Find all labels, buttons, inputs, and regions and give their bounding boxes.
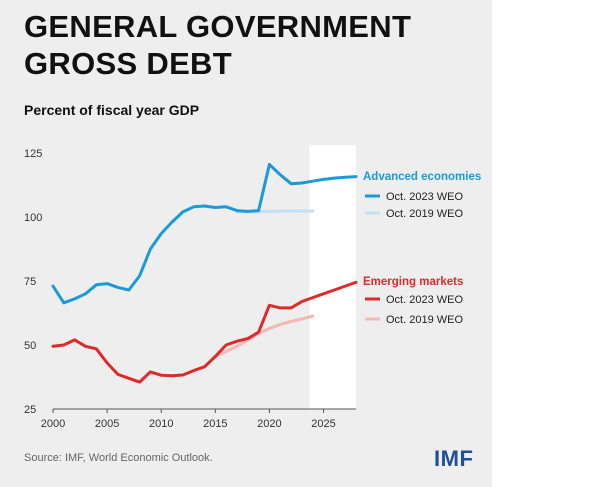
legend-label-emerging-2019: Oct. 2019 WEO xyxy=(386,314,463,326)
forecast-band xyxy=(309,145,356,409)
x-tick-label: 2005 xyxy=(95,418,119,430)
chart-panel xyxy=(0,0,492,487)
x-tick-label: 2025 xyxy=(311,418,335,430)
legend-label-advanced-2023: Oct. 2023 WEO xyxy=(386,191,463,203)
chart-subtitle: Percent of fiscal year GDP xyxy=(24,102,200,118)
y-tick-label: 25 xyxy=(24,404,36,416)
chart-title: GENERAL GOVERNMENT GROSS DEBT xyxy=(24,9,412,81)
y-tick-label: 100 xyxy=(24,212,42,224)
series-line-emerging-markets-2019 xyxy=(213,314,315,359)
x-tick-label: 2015 xyxy=(203,418,227,430)
series-line-advanced-economies-2023 xyxy=(51,163,358,305)
legend-label-emerging-2023: Oct. 2023 WEO xyxy=(386,294,463,306)
imf-logo: IMF xyxy=(434,446,474,471)
x-tick-label: 2000 xyxy=(41,418,65,430)
y-tick-label: 125 xyxy=(24,148,42,160)
series-line-emerging-markets-2023 xyxy=(51,280,358,384)
y-tick-label: 50 xyxy=(24,340,36,352)
x-tick-label: 2020 xyxy=(257,418,281,430)
legend-title-emerging: Emerging markets xyxy=(363,276,463,288)
x-tick-label: 2010 xyxy=(149,418,173,430)
legend-label-advanced-2019: Oct. 2019 WEO xyxy=(386,208,463,220)
y-tick-label: 75 xyxy=(24,276,36,288)
legend-title-advanced: Advanced economies xyxy=(363,171,481,183)
source-note: Source: IMF, World Economic Outlook. xyxy=(24,452,213,464)
